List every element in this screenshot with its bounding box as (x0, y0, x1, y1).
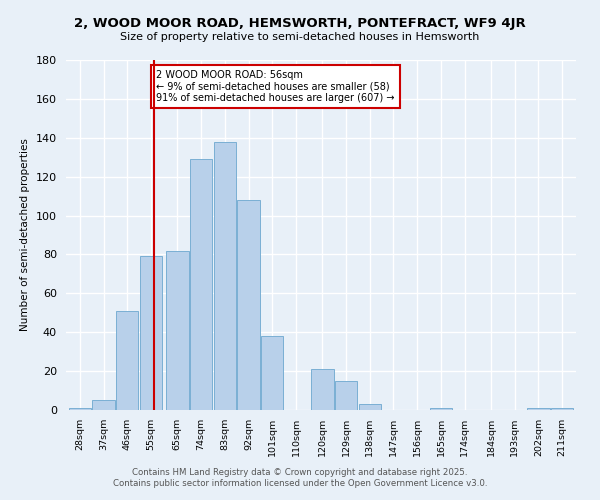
Bar (261, 336, 283, 410)
Bar (430, 408, 452, 410)
Bar (551, 408, 574, 410)
Bar (527, 408, 550, 410)
Bar (116, 311, 139, 410)
Bar (335, 381, 357, 410)
Bar (311, 369, 334, 410)
Bar (92, 400, 115, 410)
Bar (140, 256, 162, 410)
Text: 2, WOOD MOOR ROAD, HEMSWORTH, PONTEFRACT, WF9 4JR: 2, WOOD MOOR ROAD, HEMSWORTH, PONTEFRACT… (74, 18, 526, 30)
Text: Size of property relative to semi-detached houses in Hemsworth: Size of property relative to semi-detach… (121, 32, 479, 42)
Bar (190, 159, 212, 410)
Text: 2 WOOD MOOR ROAD: 56sqm
← 9% of semi-detached houses are smaller (58)
91% of sem: 2 WOOD MOOR ROAD: 56sqm ← 9% of semi-det… (156, 70, 395, 103)
Bar (359, 404, 381, 410)
Bar (214, 142, 236, 410)
Text: Contains HM Land Registry data © Crown copyright and database right 2025.
Contai: Contains HM Land Registry data © Crown c… (113, 468, 487, 487)
Bar (166, 250, 188, 410)
Y-axis label: Number of semi-detached properties: Number of semi-detached properties (20, 138, 30, 332)
Bar (238, 200, 260, 410)
Bar (68, 408, 91, 410)
